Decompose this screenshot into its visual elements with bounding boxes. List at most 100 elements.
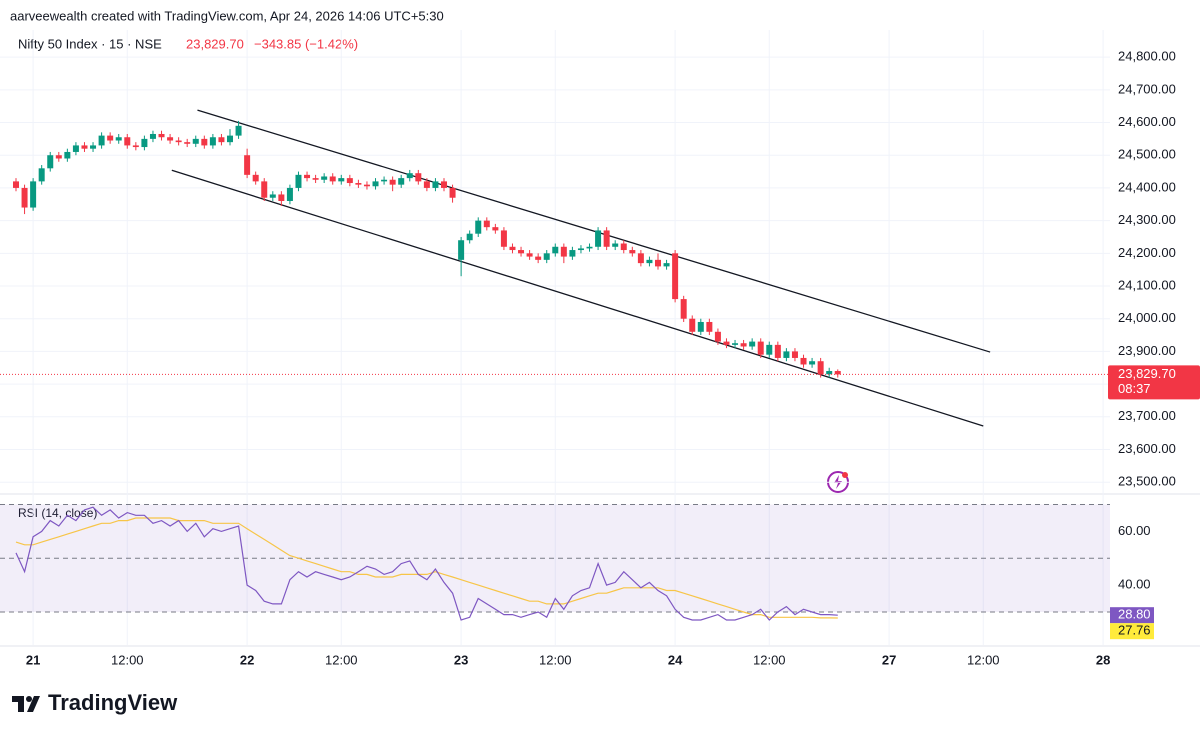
candle-body xyxy=(329,176,336,182)
x-tick-label: 12:00 xyxy=(539,652,572,667)
candle-body xyxy=(646,259,653,264)
candle-body xyxy=(90,145,97,149)
x-tick-label: 22 xyxy=(240,652,254,667)
candle-body xyxy=(620,243,627,251)
candle-body xyxy=(158,133,165,138)
candle-body xyxy=(783,351,790,358)
logo xyxy=(12,696,40,712)
y-tick-label: 24,400.00 xyxy=(1118,179,1176,194)
candle-body xyxy=(543,253,550,260)
candle-body xyxy=(98,135,105,146)
candle-body xyxy=(227,135,233,143)
candle-body xyxy=(732,343,739,345)
candle-body xyxy=(552,246,559,254)
candle-body xyxy=(535,256,542,260)
candle-body xyxy=(64,151,71,159)
x-tick-label: 27 xyxy=(882,652,896,667)
candle-body xyxy=(706,321,713,332)
y-tick-label: 23,500.00 xyxy=(1118,474,1176,489)
candle-body xyxy=(389,179,396,185)
rsi-ma-value-label: 27.76 xyxy=(1118,623,1151,638)
candle-body xyxy=(689,318,696,332)
candle-body xyxy=(209,137,216,146)
candle-body xyxy=(192,138,199,144)
candle-body xyxy=(441,181,447,188)
legend-change: −343.85 (−1.42%) xyxy=(254,36,358,51)
x-tick-label: 12:00 xyxy=(325,652,358,667)
candle-body xyxy=(577,248,584,251)
candle-body xyxy=(500,230,507,247)
candle-body xyxy=(338,178,345,182)
x-tick-label: 12:00 xyxy=(753,652,786,667)
candle-body xyxy=(766,344,773,355)
candle-body xyxy=(586,246,593,249)
rsi-title: RSI (14, close) xyxy=(18,506,97,520)
candle-body xyxy=(286,187,293,202)
candle-body xyxy=(124,137,131,146)
candle-body xyxy=(603,230,610,247)
rsi-tick-label: 60.00 xyxy=(1118,523,1151,538)
candle-body xyxy=(518,250,525,254)
rsi-ma-value-box xyxy=(1110,623,1154,640)
candle-body xyxy=(697,321,704,332)
trendline xyxy=(197,109,991,353)
candle-body xyxy=(235,125,242,136)
candle-body xyxy=(612,243,619,247)
y-tick-label: 24,100.00 xyxy=(1118,277,1176,292)
y-tick-label: 24,800.00 xyxy=(1118,49,1176,64)
candle-body xyxy=(21,187,28,208)
candle-body xyxy=(175,140,182,143)
candle-body xyxy=(13,181,19,188)
candle-body xyxy=(637,253,644,264)
candle-body xyxy=(723,341,730,345)
x-tick-label: 23 xyxy=(454,652,468,667)
candle-body xyxy=(629,250,636,254)
candle-body xyxy=(30,181,37,208)
candle-body xyxy=(312,178,319,180)
y-tick-label: 23,900.00 xyxy=(1118,343,1176,358)
candle-body xyxy=(415,173,422,182)
x-tick-label: 28 xyxy=(1096,652,1110,667)
candle-body xyxy=(72,145,79,152)
candle-body xyxy=(791,351,798,358)
candle-body xyxy=(672,253,679,300)
candle-body xyxy=(560,246,567,257)
candle-body xyxy=(261,181,268,198)
candle-body xyxy=(107,135,114,141)
candle-body xyxy=(595,230,602,247)
rsi-value-label: 28.80 xyxy=(1118,607,1151,622)
candle-body xyxy=(278,194,285,202)
candle-body xyxy=(381,179,388,182)
candle-body xyxy=(826,371,833,375)
candle-body xyxy=(55,155,62,159)
candle-body xyxy=(355,183,362,185)
y-tick-label: 24,300.00 xyxy=(1118,212,1176,227)
candle-body xyxy=(398,178,405,185)
x-tick-label: 12:00 xyxy=(967,652,1000,667)
candle-body xyxy=(800,357,807,365)
candle-body xyxy=(184,142,191,144)
x-tick-label: 24 xyxy=(668,652,683,667)
candle-body xyxy=(406,173,413,179)
legend-title: Nifty 50 Index · 15 · NSE xyxy=(18,36,162,51)
candle-body xyxy=(81,145,88,149)
candle-body xyxy=(321,176,328,180)
y-tick-label: 24,600.00 xyxy=(1118,114,1176,129)
last-price-label: 23,829.70 xyxy=(1118,366,1176,381)
candle-body xyxy=(834,371,841,375)
candle-body xyxy=(252,174,259,182)
candle-body xyxy=(167,137,174,141)
candle-body xyxy=(509,246,516,251)
candle-body xyxy=(149,133,156,139)
y-tick-label: 24,200.00 xyxy=(1118,245,1176,260)
candle-body xyxy=(432,181,439,188)
candle-body xyxy=(714,331,721,342)
candle-body xyxy=(141,138,148,148)
candle-body xyxy=(655,259,661,267)
candle-body xyxy=(244,155,251,175)
candle-body xyxy=(569,250,576,257)
candle-body xyxy=(372,181,379,187)
candle-body xyxy=(774,344,781,358)
candle-body xyxy=(740,343,747,347)
candle-body xyxy=(749,341,756,347)
